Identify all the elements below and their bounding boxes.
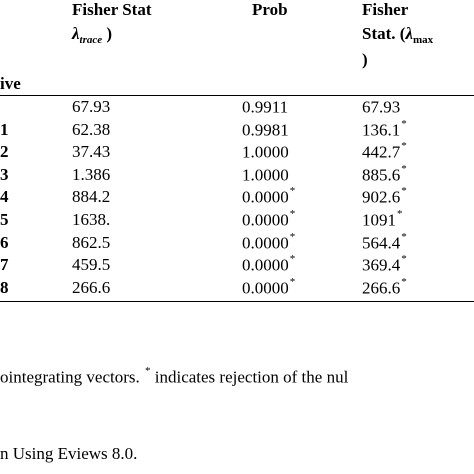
prob-cell: 0.0000* [242, 276, 296, 299]
row-label: 5 [0, 210, 9, 229]
prob-cell: 1.0000 [242, 142, 290, 163]
significance-asterisk: * [401, 163, 407, 175]
significance-asterisk: * [289, 185, 296, 197]
footnote-text-a: ointegrating vectors. [0, 367, 140, 387]
lambda-symbol: λ [405, 24, 413, 43]
fisher-max-cell: 564.4* [362, 231, 407, 254]
fisher-trace-cell: 884.2 [72, 187, 111, 206]
footnote-text-b: indicates rejection of the nul [154, 367, 349, 387]
table-top-rule [0, 95, 474, 96]
prob-value: 1.0000 [242, 165, 289, 185]
fisher-max-cell: 369.4* [362, 253, 407, 276]
row-label: 8 [0, 278, 9, 297]
fisher-max-value: 564.4 [362, 233, 401, 253]
prob-cell: 1.0000 [242, 165, 290, 186]
significance-asterisk: * [401, 140, 407, 152]
fisher-max-cell: 902.6* [362, 185, 407, 208]
prob-value: 0.0000 [242, 210, 289, 230]
row-label: 7 [0, 255, 9, 274]
header-fisher-max-line3: ) [362, 50, 368, 69]
fisher-max-value: 67.93 [362, 97, 401, 117]
row-label: 6 [0, 233, 9, 252]
fisher-max-cell: 136.1* [362, 118, 407, 141]
header-fisher-max-line1: Fisher [362, 0, 409, 19]
fisher-max-cell: 266.6* [362, 276, 407, 299]
significance-asterisk: * [289, 276, 296, 288]
fisher-trace-cell: 266.6 [72, 278, 111, 297]
header-prob: Prob [252, 0, 288, 19]
fisher-max-cell: 442.7* [362, 140, 407, 163]
lambda-subscript: trace [79, 34, 103, 46]
fisher-max-value: 369.4 [362, 255, 401, 275]
prob-value: 0.9911 [242, 97, 289, 117]
prob-value: 0.0000 [242, 187, 289, 207]
fisher-trace-cell: 62.38 [72, 120, 111, 139]
lambda-symbol: λ [72, 24, 80, 43]
significance-asterisk: * [289, 208, 296, 220]
significance-asterisk: * [401, 231, 407, 243]
fisher-trace-cell: 67.93 [72, 97, 111, 116]
header-fisher-trace-line2: λtrace ) [72, 24, 113, 46]
significance-asterisk: * [401, 253, 407, 265]
row-label: 4 [0, 187, 9, 206]
fisher-trace-cell: 862.5 [72, 233, 111, 252]
prob-value: 0.9981 [242, 120, 289, 140]
close-paren: ) [106, 24, 113, 43]
prob-cell: 0.9981 [242, 120, 290, 141]
header-fisher-trace-line1: Fisher Stat [72, 0, 152, 19]
prob-value: 0.0000 [242, 255, 289, 275]
fisher-max-value: 442.7 [362, 142, 401, 162]
fisher-trace-cell: 1638. [72, 210, 111, 229]
fisher-trace-cell: 37.43 [72, 142, 111, 161]
footnote-line-1: ointegrating vectors. * indicates reject… [0, 365, 349, 388]
fisher-max-value: 885.6 [362, 165, 401, 185]
footnote-line-2: n Using Eviews 8.0. [0, 444, 138, 463]
significance-asterisk: * [289, 253, 296, 265]
significance-asterisk: * [401, 118, 407, 130]
fisher-trace-cell: 1.386 [72, 165, 111, 184]
table-bottom-rule [0, 301, 474, 302]
significance-asterisk: * [401, 185, 407, 197]
fisher-max-cell: 67.93 [362, 97, 401, 118]
fisher-trace-cell: 459.5 [72, 255, 111, 274]
fisher-max-value: 136.1 [362, 120, 401, 140]
significance-asterisk: * [397, 208, 403, 220]
fisher-max-value: 1091 [362, 210, 396, 230]
significance-asterisk: * [401, 276, 407, 288]
fisher-max-cell: 885.6* [362, 163, 407, 186]
row-label: 2 [0, 142, 9, 161]
significance-asterisk: * [289, 231, 296, 243]
prob-cell: 0.0000* [242, 185, 296, 208]
fisher-max-value: 266.6 [362, 278, 401, 298]
prob-cell: 0.0000* [242, 208, 296, 231]
prob-cell: 0.0000* [242, 253, 296, 276]
footnote-asterisk: * [145, 365, 151, 377]
prob-value: 0.0000 [242, 233, 289, 253]
row-label: 3 [0, 165, 9, 184]
row-header-label: ive [0, 74, 21, 93]
prob-value: 1.0000 [242, 142, 289, 162]
lambda-subscript: max [413, 34, 434, 46]
fisher-max-value: 902.6 [362, 187, 401, 207]
header-fisher-max-line2: Stat. (λmax [362, 24, 434, 46]
prob-cell: 0.9911 [242, 97, 289, 118]
prob-cell: 0.0000* [242, 231, 296, 254]
prob-value: 0.0000 [242, 278, 289, 298]
row-label: 1 [0, 120, 9, 139]
fisher-max-cell: 1091* [362, 208, 403, 231]
stat-open: Stat. ( [362, 24, 406, 43]
